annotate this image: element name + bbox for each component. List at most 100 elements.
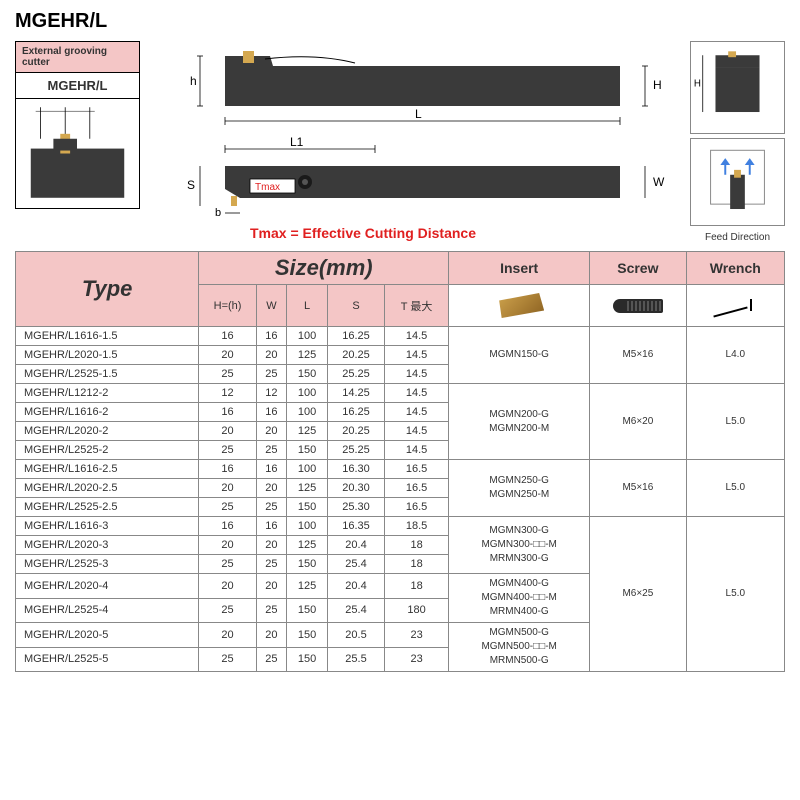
cell-l: 100 — [287, 327, 328, 346]
cell-w: 25 — [256, 441, 286, 460]
cell-screw: M6×20 — [590, 384, 686, 460]
cell-wrench: L5.0 — [686, 384, 784, 460]
feed-direction-label: Feed Direction — [690, 230, 785, 243]
cell-l: 125 — [287, 479, 328, 498]
cell-type: MGEHR/L1616-3 — [16, 517, 199, 536]
spec-table: Type Size(mm) Insert Screw Wrench H=(h) … — [15, 251, 785, 672]
table-row: MGEHR/L1616-1.5161610016.2514.5MGMN150-G… — [16, 327, 785, 346]
th-w: W — [256, 285, 286, 327]
cell-w: 20 — [256, 479, 286, 498]
cell-insert: MGMN250-GMGMN250-M — [449, 460, 590, 517]
cell-type: MGEHR/L2020-5 — [16, 623, 199, 648]
cell-l: 100 — [287, 460, 328, 479]
insert-icon — [494, 293, 544, 318]
cell-w: 25 — [256, 555, 286, 574]
cell-s: 16.35 — [328, 517, 385, 536]
cell-s: 25.4 — [328, 555, 385, 574]
cell-insert: MGMN400-GMGMN400-□□-MMRMN400-G — [449, 574, 590, 623]
wrench-icon-cell — [686, 285, 784, 327]
cell-wrench: L4.0 — [686, 327, 784, 384]
cell-t: 18 — [385, 574, 449, 599]
cell-type: MGEHR/L1212-2 — [16, 384, 199, 403]
cell-s: 20.30 — [328, 479, 385, 498]
cell-h: 20 — [199, 623, 257, 648]
th-s: S — [328, 285, 385, 327]
dim-b: b — [215, 207, 221, 219]
screw-icon — [613, 299, 663, 313]
cell-l: 100 — [287, 517, 328, 536]
cell-insert: MGMN300-GMGMN300-□□-MMRMN300-G — [449, 517, 590, 574]
cell-h: 20 — [199, 346, 257, 365]
cell-h: 20 — [199, 422, 257, 441]
cell-t: 14.5 — [385, 403, 449, 422]
cell-t: 16.5 — [385, 498, 449, 517]
th-t: T 最大 — [385, 285, 449, 327]
cell-insert: MGMN500-GMGMN500-□□-MMRMN500-G — [449, 623, 590, 672]
cell-w: 25 — [256, 647, 286, 672]
cutter-front-view — [15, 99, 140, 209]
cell-t: 16.5 — [385, 479, 449, 498]
cell-l: 150 — [287, 365, 328, 384]
svg-text:H: H — [694, 79, 701, 90]
cell-h: 25 — [199, 441, 257, 460]
cell-s: 25.5 — [328, 647, 385, 672]
th-size: Size(mm) — [199, 252, 449, 285]
cell-t: 18 — [385, 555, 449, 574]
cell-l: 150 — [287, 441, 328, 460]
cell-t: 23 — [385, 647, 449, 672]
cell-t: 14.5 — [385, 384, 449, 403]
cell-type: MGEHR/L2525-1.5 — [16, 365, 199, 384]
cell-s: 25.25 — [328, 441, 385, 460]
cell-h: 12 — [199, 384, 257, 403]
cell-s: 20.25 — [328, 422, 385, 441]
cell-h: 16 — [199, 403, 257, 422]
cell-insert: MGMN150-G — [449, 327, 590, 384]
cell-h: 16 — [199, 460, 257, 479]
cell-w: 16 — [256, 460, 286, 479]
diagram-section: External grooving cutter MGEHR/L — [15, 41, 785, 241]
cell-type: MGEHR/L2525-3 — [16, 555, 199, 574]
cell-h: 25 — [199, 598, 257, 623]
cell-l: 150 — [287, 555, 328, 574]
th-screw: Screw — [590, 252, 686, 285]
cell-t: 14.5 — [385, 327, 449, 346]
cell-t: 180 — [385, 598, 449, 623]
cell-h: 16 — [199, 517, 257, 536]
cell-w: 16 — [256, 517, 286, 536]
cell-l: 125 — [287, 422, 328, 441]
cell-wrench: L5.0 — [686, 517, 784, 672]
table-row: MGEHR/L1212-2121210014.2514.5MGMN200-GMG… — [16, 384, 785, 403]
cell-s: 16.25 — [328, 327, 385, 346]
cell-l: 150 — [287, 598, 328, 623]
dim-L: L — [415, 107, 422, 121]
cell-t: 14.5 — [385, 441, 449, 460]
cell-type: MGEHR/L2020-3 — [16, 536, 199, 555]
cell-type: MGEHR/L2020-1.5 — [16, 346, 199, 365]
cell-h: 20 — [199, 574, 257, 599]
cell-l: 125 — [287, 574, 328, 599]
cell-l: 125 — [287, 346, 328, 365]
cell-h: 25 — [199, 647, 257, 672]
cell-l: 100 — [287, 403, 328, 422]
cell-type: MGEHR/L2525-2.5 — [16, 498, 199, 517]
cell-wrench: L5.0 — [686, 460, 784, 517]
cell-type: MGEHR/L2020-4 — [16, 574, 199, 599]
cell-s: 20.4 — [328, 536, 385, 555]
cell-w: 16 — [256, 403, 286, 422]
cell-s: 16.30 — [328, 460, 385, 479]
wrench-icon — [713, 293, 758, 318]
cell-w: 20 — [256, 422, 286, 441]
cell-t: 18 — [385, 536, 449, 555]
cell-s: 20.25 — [328, 346, 385, 365]
cell-w: 25 — [256, 498, 286, 517]
cell-w: 20 — [256, 574, 286, 599]
dim-Tmax: Tmax — [255, 182, 280, 193]
model-label: MGEHR/L — [15, 73, 140, 99]
cell-w: 20 — [256, 623, 286, 648]
cell-s: 25.25 — [328, 365, 385, 384]
tool-side-views: h H L L1 — [150, 41, 680, 241]
cell-screw: M5×16 — [590, 460, 686, 517]
cell-w: 12 — [256, 384, 286, 403]
cell-type: MGEHR/L2525-5 — [16, 647, 199, 672]
cell-t: 23 — [385, 623, 449, 648]
